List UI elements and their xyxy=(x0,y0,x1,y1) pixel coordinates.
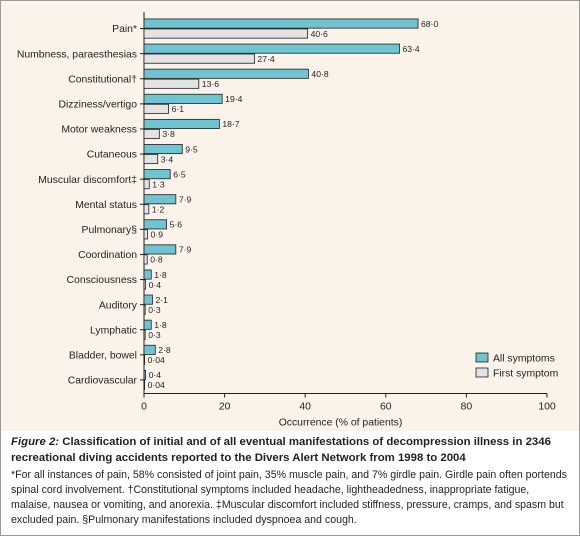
caption-notes: *For all instances of pain, 58% consiste… xyxy=(11,469,567,526)
data-label: 3·8 xyxy=(162,129,175,139)
bar-first-symptom xyxy=(143,128,160,139)
bar-first-symptom xyxy=(143,254,148,265)
bar-all-symptoms xyxy=(143,18,419,29)
category-label: Lymphatic xyxy=(90,325,137,336)
data-label: 19·4 xyxy=(225,94,242,104)
bar-chart: Pain* 68·0 40·6 Numbness, paraesthesias 63·4… xyxy=(17,12,558,429)
data-label: 2·8 xyxy=(158,345,171,355)
bar-first-symptom xyxy=(143,204,150,215)
bar-first-symptom xyxy=(143,103,169,114)
data-label: 13·6 xyxy=(202,79,219,89)
data-label: 1·8 xyxy=(154,270,167,280)
bar-all-symptoms xyxy=(143,68,309,79)
category-label: Mental status xyxy=(75,200,137,211)
data-label: 0·3 xyxy=(148,305,161,315)
category-label: Constitutional† xyxy=(68,74,137,85)
data-label: 1·2 xyxy=(152,204,165,214)
bar-first-symptom xyxy=(143,179,150,190)
category-label: Muscular discomfort‡ xyxy=(38,175,137,186)
bar-first-symptom xyxy=(143,229,149,240)
bar-first-symptom xyxy=(143,28,309,39)
bar-first-symptom xyxy=(143,304,146,315)
data-label: 1·8 xyxy=(154,320,167,330)
bar-first-symptom xyxy=(143,354,146,365)
data-label: 0·4 xyxy=(149,370,162,380)
caption-title-text: Classification of initial and of all eve… xyxy=(11,436,551,464)
data-label: 40·6 xyxy=(311,29,328,39)
category-label: Pain* xyxy=(112,24,137,35)
legend-label: First symptom xyxy=(493,369,558,380)
data-label: 63·4 xyxy=(403,44,420,54)
data-label: 7·9 xyxy=(179,194,192,204)
bar-first-symptom xyxy=(143,379,146,390)
data-label: 18·7 xyxy=(222,119,239,129)
bar-first-symptom xyxy=(143,53,255,64)
bar-first-symptom xyxy=(143,279,147,290)
data-label: 0·3 xyxy=(148,330,161,340)
data-label: 6·5 xyxy=(173,169,186,179)
category-label: Cardiovascular xyxy=(68,376,138,387)
legend-swatch-all-symptoms xyxy=(475,352,489,363)
bar-all-symptoms xyxy=(143,118,220,129)
category-label: Pulmonary§ xyxy=(82,225,138,236)
data-label: 2·1 xyxy=(155,295,168,305)
category-label: Bladder, bowel xyxy=(69,350,137,361)
x-tick-label: 40 xyxy=(299,402,311,413)
bar-all-symptoms xyxy=(143,144,183,155)
bar-first-symptom xyxy=(143,154,159,165)
data-label: 68·0 xyxy=(421,19,438,29)
data-label: 0·4 xyxy=(149,280,162,290)
data-label: 0·9 xyxy=(151,230,164,240)
data-label: 6·1 xyxy=(172,104,185,114)
data-label: 7·9 xyxy=(179,245,192,255)
bar-all-symptoms xyxy=(143,319,152,330)
data-label: 3·4 xyxy=(161,154,174,164)
caption-figure-label: Figure 2: xyxy=(11,436,60,448)
bar-all-symptoms xyxy=(143,269,152,280)
legend-label: All symptoms xyxy=(493,354,555,365)
legend-swatch-first-symptom xyxy=(475,367,489,378)
data-label: 1·3 xyxy=(152,179,165,189)
category-label: Consciousness xyxy=(67,275,137,286)
category-label: Auditory xyxy=(99,300,138,311)
category-label: Numbness, paraesthesias xyxy=(17,49,137,60)
bar-all-symptoms xyxy=(143,344,156,355)
bar-all-symptoms xyxy=(143,219,167,230)
bar-all-symptoms xyxy=(143,369,147,380)
category-label: Motor weakness xyxy=(61,125,137,136)
bar-all-symptoms xyxy=(143,294,153,305)
x-axis-label: Occurrence (% of patients) xyxy=(279,418,403,429)
bar-all-symptoms xyxy=(143,244,177,255)
bar-all-symptoms xyxy=(143,93,223,104)
caption-title: Figure 2: Classification of initial and … xyxy=(11,435,571,466)
x-tick-label: 60 xyxy=(380,402,392,413)
bar-all-symptoms xyxy=(143,169,171,180)
chart-area: Pain* 68·0 40·6 Numbness, paraesthesias 63·4… xyxy=(1,1,579,431)
bar-first-symptom xyxy=(143,78,200,89)
data-label: 0·8 xyxy=(150,255,163,265)
category-label: Coordination xyxy=(78,250,137,261)
figure-caption: Figure 2: Classification of initial and … xyxy=(11,435,571,528)
x-tick-label: 100 xyxy=(538,402,556,413)
x-tick-label: 0 xyxy=(141,402,147,413)
x-tick-label: 80 xyxy=(461,402,473,413)
data-label: 40·8 xyxy=(311,69,328,79)
category-label: Cutaneous xyxy=(87,150,137,161)
category-label: Dizziness/vertigo xyxy=(58,99,137,110)
data-label: 5·6 xyxy=(170,220,183,230)
bar-first-symptom xyxy=(143,329,146,340)
bar-all-symptoms xyxy=(143,43,400,54)
bar-all-symptoms xyxy=(143,194,177,205)
data-label: 0·04 xyxy=(148,355,165,365)
x-tick-label: 20 xyxy=(219,402,231,413)
data-label: 27·4 xyxy=(257,54,274,64)
data-label: 0·04 xyxy=(148,380,165,390)
data-label: 9·5 xyxy=(185,144,198,154)
